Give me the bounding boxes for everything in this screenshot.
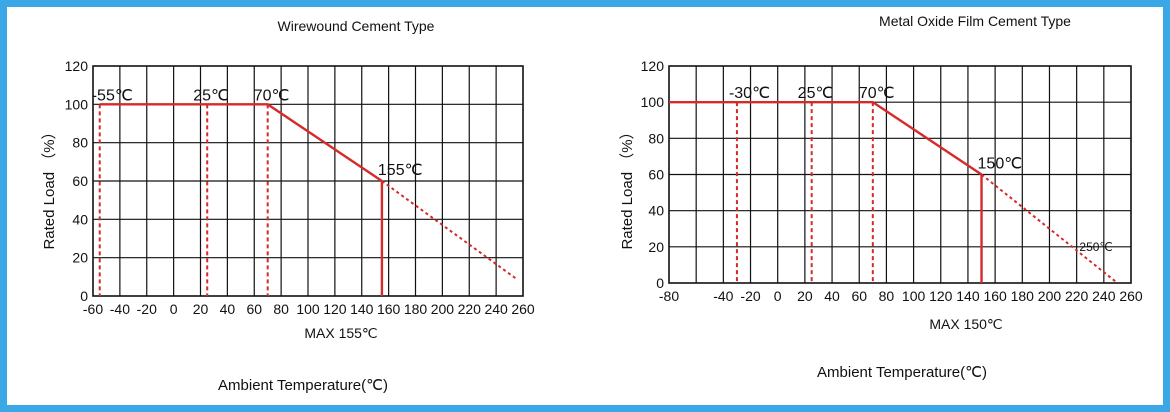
x-tick-label: 240 (484, 301, 508, 317)
temp-annotation: 150℃ (978, 156, 1023, 173)
figure-frame: Wirewound Cement Type Rated Load （%） MAX… (7, 7, 1163, 405)
x-tick-label: 140 (350, 301, 374, 317)
y-axis-label: Rated Load （%） (41, 124, 58, 249)
chart-wirewound: Wirewound Cement Type Rated Load （%） MAX… (41, 18, 535, 394)
y-tick-label: 60 (72, 173, 88, 189)
x-tick-label: -80 (659, 288, 679, 304)
x-tick-label: 0 (170, 301, 178, 317)
derating-curve (669, 100, 983, 176)
derating-extension (980, 173, 1119, 284)
temp-annotation: -30℃ (729, 85, 770, 102)
temp-annotation: 25℃ (798, 85, 834, 102)
x-tick-label: 220 (1065, 288, 1089, 304)
x-tick-label: -40 (110, 301, 130, 317)
x-tick-label: 100 (902, 288, 926, 304)
y-tick-label: 100 (641, 94, 665, 110)
y-tick-label: 40 (72, 211, 88, 227)
x-tick-label: -40 (713, 288, 733, 304)
y-tick-label: 80 (648, 130, 664, 146)
derating-curve (99, 103, 383, 182)
y-tick-label: 120 (641, 58, 665, 74)
x-tick-label: 0 (774, 288, 782, 304)
x-tick-label: 200 (431, 301, 455, 317)
x-tick-label: 60 (246, 301, 262, 317)
x-tick-label: 220 (458, 301, 482, 317)
temp-annotation: -55℃ (92, 87, 133, 104)
derating-charts: Wirewound Cement Type Rated Load （%） MAX… (41, 13, 1143, 394)
x-tick-label: 160 (377, 301, 401, 317)
x-tick-label: 120 (929, 288, 953, 304)
x-tick-label: 80 (879, 288, 895, 304)
x-tick-label: 120 (323, 301, 347, 317)
chart-title: Wirewound Cement Type (278, 18, 435, 34)
x-tick-label: -20 (137, 301, 157, 317)
derating-extension (381, 180, 517, 280)
x-tick-label: 240 (1092, 288, 1116, 304)
y-tick-label: 20 (72, 250, 88, 266)
y-tick-label: 0 (80, 288, 88, 304)
x-axis-label: Ambient Temperature(℃) (218, 377, 388, 394)
x-tick-label: 260 (1119, 288, 1143, 304)
y-tick-label: 120 (65, 58, 89, 74)
x-tick-label: -60 (83, 301, 103, 317)
x-tick-label: 160 (983, 288, 1007, 304)
y-tick-label: 100 (65, 96, 89, 112)
chart-metal-oxide: Metal Oxide Film Cement Type Rated Load … (619, 13, 1143, 381)
temp-annotation: 25℃ (193, 87, 229, 104)
x-tick-label: 80 (273, 301, 289, 317)
y-tick-label: 40 (648, 203, 664, 219)
x-tick-label: 180 (404, 301, 428, 317)
y-tick-label: 80 (72, 135, 88, 151)
max-temp-label: MAX 155℃ (304, 325, 377, 341)
x-tick-label: 180 (1011, 288, 1035, 304)
x-tick-label: 100 (296, 301, 320, 317)
x-tick-label: 260 (511, 301, 535, 317)
chart-title: Metal Oxide Film Cement Type (879, 13, 1071, 29)
y-tick-label: 60 (648, 167, 664, 183)
x-tick-label: 200 (1038, 288, 1062, 304)
x-axis-label: Ambient Temperature(℃) (817, 364, 987, 381)
temp-annotation: 250℃ (1079, 240, 1113, 254)
x-tick-label: -20 (740, 288, 760, 304)
x-tick-label: 40 (220, 301, 236, 317)
x-tick-label: 20 (193, 301, 209, 317)
y-axis-label: Rated Load （%） (619, 124, 636, 249)
max-temp-label: MAX 150℃ (929, 316, 1002, 332)
x-tick-label: 40 (824, 288, 840, 304)
temp-annotation: 155℃ (378, 162, 423, 179)
x-tick-label: 140 (956, 288, 980, 304)
x-tick-label: 20 (797, 288, 813, 304)
y-tick-label: 0 (656, 275, 664, 291)
x-tick-label: 60 (851, 288, 867, 304)
temp-annotation: 70℃ (254, 87, 290, 104)
y-tick-label: 20 (648, 239, 664, 255)
temp-annotation: 70℃ (859, 85, 895, 102)
